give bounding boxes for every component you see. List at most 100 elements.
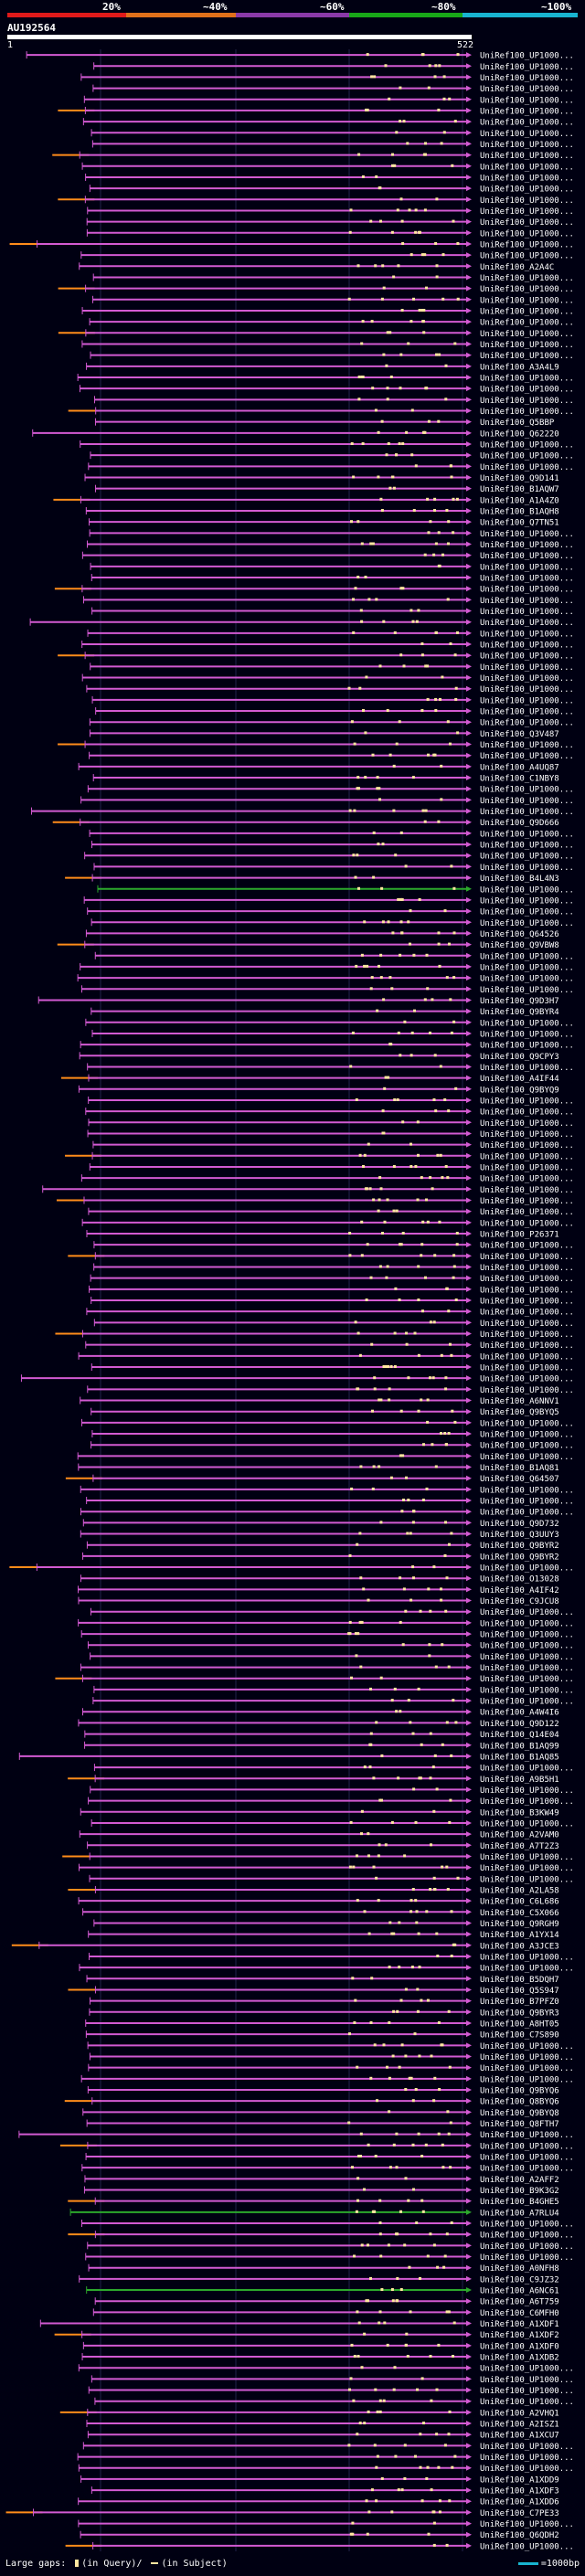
gap-marker xyxy=(380,886,384,890)
hit-label: UniRef100_UP1000... xyxy=(480,2398,574,2407)
hit-row: UniRef100_UP1000... xyxy=(88,2386,574,2396)
gap-marker xyxy=(360,953,364,957)
gap-marker xyxy=(393,1331,397,1335)
gap-marker xyxy=(446,720,450,724)
hit-arrow-icon xyxy=(466,708,472,715)
gap-marker xyxy=(452,1943,455,1946)
gap-marker xyxy=(393,164,397,167)
hit-arrow-icon xyxy=(466,896,472,903)
gap-marker xyxy=(373,2210,377,2213)
hit-row: UniRef100_B3KW49 xyxy=(80,1807,559,1818)
hit-arrow-icon xyxy=(466,2221,472,2227)
gap-marker xyxy=(360,2366,364,2369)
gap-marker xyxy=(449,2121,452,2125)
hit-arrow-icon xyxy=(466,2098,472,2104)
gap-marker xyxy=(379,953,383,957)
hit-arrow-icon xyxy=(466,174,472,180)
gap-marker xyxy=(378,964,380,968)
gap-marker xyxy=(440,1432,442,1435)
hit-arrow-icon xyxy=(466,1152,472,1159)
gap-marker xyxy=(381,1109,385,1113)
gap-marker xyxy=(374,2155,378,2157)
hit-row: UniRef100_UP1000... xyxy=(90,663,574,673)
hit-arrow-icon xyxy=(466,2042,472,2049)
gap-marker xyxy=(426,1420,430,1424)
hit-arrow-icon xyxy=(466,1819,472,1826)
hit-label: UniRef100_UP1000... xyxy=(480,608,574,617)
gap-marker xyxy=(422,1443,425,1447)
gap-marker xyxy=(402,664,406,668)
hit-arrow-icon xyxy=(466,2398,472,2404)
hit-row: UniRef100_Q9D122 xyxy=(78,1719,559,1729)
hit-arrow-icon xyxy=(466,530,472,536)
hit-row: UniRef100_UP1000... xyxy=(93,1764,574,1774)
gap-marker xyxy=(387,442,390,445)
hit-row: UniRef100_Q7TN51 xyxy=(89,518,559,528)
gap-marker xyxy=(360,342,364,345)
gap-marker xyxy=(441,1865,444,1869)
hit-row: UniRef100_UP1000... xyxy=(85,1108,574,1118)
gap-marker xyxy=(441,1643,444,1647)
hit-label: UniRef100_UP1000... xyxy=(480,2064,574,2073)
gap-marker xyxy=(445,976,449,980)
gap-marker xyxy=(452,886,456,890)
gap-marker xyxy=(399,1243,403,1246)
gap-marker xyxy=(400,219,404,223)
gap-marker xyxy=(449,742,452,746)
gap-marker xyxy=(370,320,374,323)
hit-label: UniRef100_A1XDB2 xyxy=(480,2354,559,2363)
hit-row: UniRef100_UP1000... xyxy=(86,1308,574,1318)
hit-row: UniRef100_UP1000... xyxy=(92,273,574,283)
gap-marker xyxy=(376,1009,379,1012)
hit-arrow-icon xyxy=(466,2176,472,2182)
hit-row: UniRef100_UP1000... xyxy=(93,396,574,406)
gap-marker xyxy=(369,1276,373,1279)
hit-arrow-icon xyxy=(466,429,472,436)
gap-marker xyxy=(456,631,459,634)
hit-arrow-icon xyxy=(466,685,472,692)
hit-label: UniRef100_UP1000... xyxy=(480,2465,574,2474)
gap-marker xyxy=(380,2288,384,2291)
hit-label: UniRef100_A1XDD9 xyxy=(480,2475,559,2485)
gap-marker xyxy=(431,998,434,1002)
gap-marker xyxy=(439,1153,442,1157)
gap-marker xyxy=(367,1832,370,1836)
gap-marker xyxy=(394,853,398,857)
gap-marker xyxy=(422,430,425,434)
gap-marker xyxy=(359,1576,363,1580)
hit-row: UniRef100_C6L686 xyxy=(78,1897,559,1907)
gap-marker xyxy=(395,453,398,457)
gap-marker xyxy=(432,1098,436,1101)
gap-marker xyxy=(382,620,386,623)
gap-marker xyxy=(353,2355,356,2358)
gap-marker xyxy=(444,364,448,367)
gap-marker xyxy=(387,2243,390,2247)
gap-marker xyxy=(375,598,378,601)
hit-arrow-icon xyxy=(466,1097,472,1103)
gap-marker xyxy=(380,1798,383,1802)
gap-marker xyxy=(407,1699,410,1702)
hit-arrow-icon xyxy=(466,2209,472,2215)
gap-marker xyxy=(404,2088,408,2091)
hit-row: UniRef100_B7PFZ0 xyxy=(89,1997,559,2007)
gap-marker xyxy=(401,1120,405,1124)
hit-label: UniRef100_UP1000... xyxy=(480,2454,574,2463)
gap-marker xyxy=(447,520,451,524)
gap-marker xyxy=(434,709,438,712)
gap-marker xyxy=(398,442,401,445)
hit-arrow-icon xyxy=(466,2342,472,2348)
gap-marker xyxy=(388,486,392,490)
hit-label: UniRef100_Q9BYQ5 xyxy=(480,1408,559,1417)
hit-arrow-icon xyxy=(466,786,472,792)
gap-marker xyxy=(386,2065,388,2069)
hit-row: UniRef100_UP1000... xyxy=(81,162,574,172)
gap-marker xyxy=(441,2166,445,2169)
hit-arrow-icon xyxy=(466,652,472,659)
hit-label: UniRef100_UP1000... xyxy=(480,2365,574,2374)
hit-label: UniRef100_UP1000... xyxy=(480,375,574,384)
gap-marker xyxy=(414,1899,418,1903)
hit-label: UniRef100_Q9BYQ8 xyxy=(480,2109,559,2118)
hit-row: UniRef100_A7T2Z3 xyxy=(87,1841,559,1851)
hit-label: UniRef100_UP1000... xyxy=(480,319,574,328)
gap-marker xyxy=(441,675,444,679)
